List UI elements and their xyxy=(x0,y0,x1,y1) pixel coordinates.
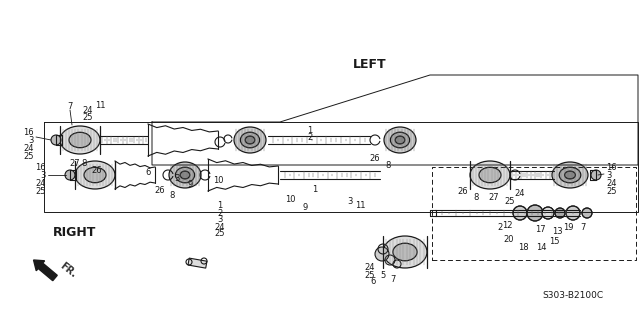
Text: 19: 19 xyxy=(563,222,573,231)
Ellipse shape xyxy=(234,127,266,153)
Text: 24: 24 xyxy=(24,143,34,153)
Text: 25: 25 xyxy=(215,229,225,238)
Text: 25: 25 xyxy=(505,197,515,206)
Text: 8: 8 xyxy=(81,158,86,167)
Text: 1: 1 xyxy=(218,202,223,211)
Text: FR.: FR. xyxy=(58,260,78,279)
Text: 2: 2 xyxy=(218,209,223,218)
Text: 24: 24 xyxy=(83,106,93,115)
Ellipse shape xyxy=(393,243,417,261)
Text: LEFT: LEFT xyxy=(353,58,387,70)
Circle shape xyxy=(555,208,565,218)
Ellipse shape xyxy=(69,132,91,148)
Text: 10: 10 xyxy=(212,175,223,185)
Text: S303-B2100C: S303-B2100C xyxy=(543,292,604,300)
Text: 6: 6 xyxy=(145,167,150,177)
Text: 26: 26 xyxy=(458,188,468,196)
Text: 2: 2 xyxy=(307,132,312,141)
Text: 16: 16 xyxy=(606,163,616,172)
Text: 24: 24 xyxy=(606,179,616,188)
Circle shape xyxy=(582,208,592,218)
Text: 27: 27 xyxy=(489,194,499,203)
Ellipse shape xyxy=(169,162,201,188)
Ellipse shape xyxy=(390,132,410,148)
Circle shape xyxy=(51,135,61,145)
Ellipse shape xyxy=(470,161,510,189)
Text: 27: 27 xyxy=(70,158,80,167)
Text: 3: 3 xyxy=(174,173,180,182)
FancyArrow shape xyxy=(33,260,57,281)
Text: 25: 25 xyxy=(35,187,46,196)
Text: 3: 3 xyxy=(29,135,34,145)
Circle shape xyxy=(65,170,75,180)
Text: 25: 25 xyxy=(83,113,93,122)
Text: 10: 10 xyxy=(285,196,295,204)
Text: 25: 25 xyxy=(365,270,375,279)
Ellipse shape xyxy=(180,171,190,179)
Text: 26: 26 xyxy=(92,165,102,174)
Ellipse shape xyxy=(175,167,195,183)
Ellipse shape xyxy=(84,167,106,183)
Ellipse shape xyxy=(396,136,405,144)
Text: 7: 7 xyxy=(67,101,73,110)
Text: 26: 26 xyxy=(370,154,380,163)
Ellipse shape xyxy=(559,167,581,183)
Circle shape xyxy=(375,247,389,261)
Text: 12: 12 xyxy=(502,220,512,229)
Text: 24: 24 xyxy=(35,179,46,188)
Text: 25: 25 xyxy=(606,187,616,196)
Text: RIGHT: RIGHT xyxy=(53,227,97,239)
Text: 26: 26 xyxy=(155,186,165,195)
Text: 5: 5 xyxy=(380,270,386,279)
Circle shape xyxy=(591,170,601,180)
Ellipse shape xyxy=(241,132,260,148)
Text: 16: 16 xyxy=(24,127,34,137)
Ellipse shape xyxy=(479,167,501,183)
Text: 11: 11 xyxy=(95,100,105,109)
Ellipse shape xyxy=(384,127,416,153)
Text: 8: 8 xyxy=(385,161,390,170)
Ellipse shape xyxy=(60,126,100,154)
Text: 3: 3 xyxy=(348,197,353,206)
Text: 2: 2 xyxy=(497,222,502,231)
Text: 25: 25 xyxy=(24,151,34,161)
Text: 8: 8 xyxy=(170,191,175,201)
Text: 7: 7 xyxy=(390,276,396,284)
Text: 8: 8 xyxy=(474,194,479,203)
Circle shape xyxy=(527,205,543,221)
Text: 24: 24 xyxy=(215,222,225,231)
Text: 18: 18 xyxy=(518,243,528,252)
Text: 3: 3 xyxy=(606,171,611,180)
Circle shape xyxy=(542,207,554,219)
Text: 24: 24 xyxy=(515,189,525,198)
Ellipse shape xyxy=(75,161,115,189)
Ellipse shape xyxy=(383,236,427,268)
Ellipse shape xyxy=(552,162,588,188)
Text: 9: 9 xyxy=(188,180,193,188)
Ellipse shape xyxy=(564,171,575,179)
Text: 1: 1 xyxy=(312,185,317,194)
Circle shape xyxy=(566,206,580,220)
Text: 14: 14 xyxy=(536,244,547,252)
Text: 3: 3 xyxy=(218,215,223,225)
Bar xyxy=(188,258,207,268)
Text: 1: 1 xyxy=(307,125,312,134)
Text: 17: 17 xyxy=(534,226,545,235)
Text: 16: 16 xyxy=(35,163,46,172)
Text: 3: 3 xyxy=(40,171,46,180)
Text: 11: 11 xyxy=(355,201,365,210)
Text: 15: 15 xyxy=(548,237,559,246)
Text: 13: 13 xyxy=(552,228,563,236)
Text: 24: 24 xyxy=(365,262,375,271)
Circle shape xyxy=(513,206,527,220)
Text: 9: 9 xyxy=(302,204,308,212)
Text: 6: 6 xyxy=(371,277,376,286)
Ellipse shape xyxy=(245,136,255,144)
Text: 20: 20 xyxy=(504,236,515,244)
Text: 7: 7 xyxy=(580,223,586,233)
